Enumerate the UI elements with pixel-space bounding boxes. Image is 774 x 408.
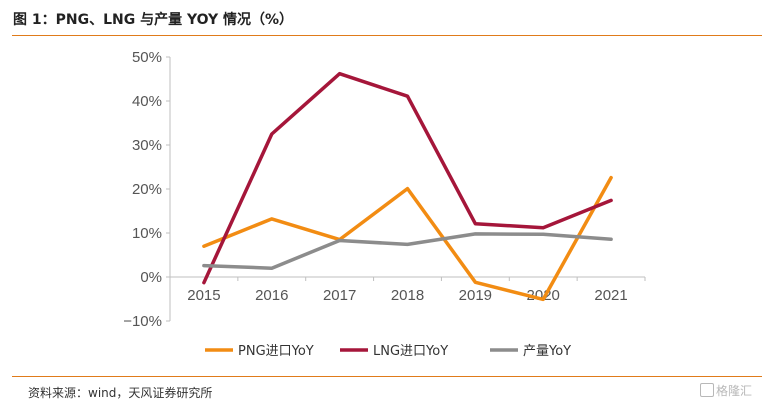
x-axis-ticks: 2015 2016 2017 2018 2019 2020 2021 — [169, 277, 646, 304]
watermark-text: 格隆汇 — [716, 384, 753, 398]
x-tick-label: 2018 — [391, 287, 424, 304]
source-note: 资料来源：wind，天风证券研究所 — [28, 386, 213, 400]
y-tick-label: 20% — [132, 181, 162, 198]
watermark: 格隆汇 — [700, 382, 752, 399]
x-tick-label: 2017 — [323, 287, 356, 304]
y-tick-label: 10% — [132, 225, 162, 242]
x-tick-label: 2019 — [459, 287, 492, 304]
legend-label: LNG进口YoY — [373, 344, 448, 359]
series-line-1 — [202, 175, 613, 302]
series-line-2 — [202, 71, 613, 285]
y-tick-label: 0% — [140, 269, 162, 286]
x-tick-label: 2016 — [255, 287, 288, 304]
series-lines — [202, 71, 613, 302]
legend: PNG进口YoY LNG进口YoY 产量YoY — [205, 344, 571, 359]
y-tick-label: 40% — [132, 93, 162, 110]
y-tick-label: −10% — [123, 313, 162, 330]
y-tick-label: 30% — [132, 137, 162, 154]
figure-title: 图 1：PNG、LNG 与产量 YOY 情况（%） — [13, 12, 294, 28]
legend-label: PNG进口YoY — [238, 344, 314, 359]
x-tick-label: 2021 — [594, 287, 627, 304]
legend-label: 产量YoY — [523, 344, 571, 359]
x-tick-label: 2015 — [187, 287, 220, 304]
source-divider — [12, 376, 762, 377]
y-axis-ticks: −10% 0% 10% 20% 30% 40% 50% — [123, 49, 170, 330]
y-tick-label: 50% — [132, 49, 162, 66]
title-divider — [12, 35, 762, 36]
series-line-3 — [202, 232, 613, 270]
watermark-logo-icon — [700, 383, 714, 397]
x-tick-label: 2020 — [527, 287, 560, 304]
